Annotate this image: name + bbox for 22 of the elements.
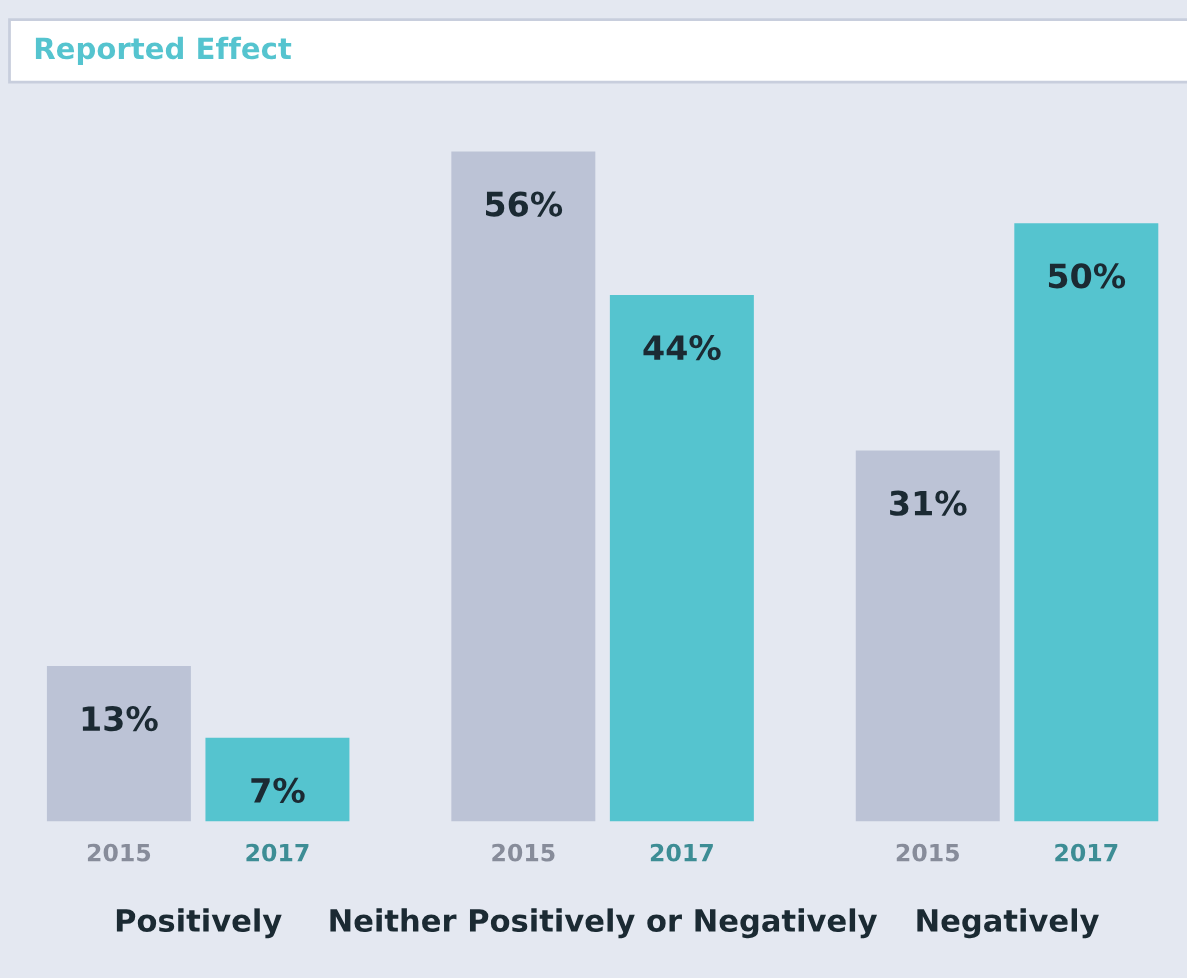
text: 2017 (1055, 843, 1118, 862)
x-tick-label: Negatively (917, 908, 1099, 939)
bar (46, 665, 191, 822)
series-label: 2015 (87, 843, 151, 862)
data-label: 56% (486, 191, 563, 217)
text: 2015 (896, 843, 959, 862)
data-label: 50% (1048, 263, 1126, 289)
bar (1014, 223, 1159, 822)
text: 2017 (650, 843, 713, 862)
data-label: 31% (890, 490, 967, 516)
bar (855, 450, 1000, 822)
series-label: 2017 (246, 843, 309, 862)
bar (451, 151, 596, 822)
data-label: 44% (643, 335, 721, 361)
text: 2015 (492, 843, 555, 862)
bar (205, 737, 350, 822)
chart-title: Reported Effect (35, 36, 292, 65)
x-tick-label: Neither Positively or Negatively (330, 908, 878, 939)
x-tick-label: Positively (116, 908, 282, 939)
data-label: 7% (251, 777, 305, 803)
data-label: 13% (82, 705, 158, 732)
bar (609, 295, 754, 822)
